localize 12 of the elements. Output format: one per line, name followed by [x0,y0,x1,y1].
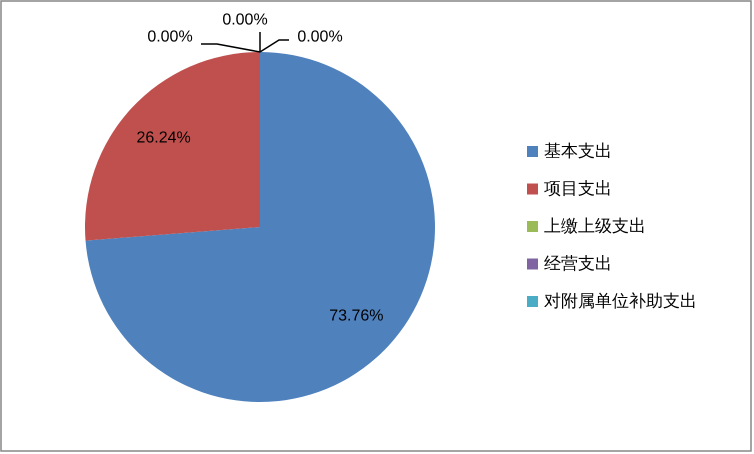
legend-label: 上缴上级支出 [544,216,646,236]
pie-slice [85,52,260,241]
text: 0.00% [297,28,343,46]
data-label: 26.24% [136,129,191,146]
legend-label: 基本支出 [544,142,612,160]
legend-label: 对附属单位补助支出 [544,292,697,310]
legend-label: 经营支出 [544,254,612,273]
pie-slice [86,52,435,402]
text: 0.00% [222,12,268,28]
legend-label: 项目支出 [544,179,612,198]
text: 0.00% [147,28,193,46]
data-label: 73.76% [329,308,384,325]
